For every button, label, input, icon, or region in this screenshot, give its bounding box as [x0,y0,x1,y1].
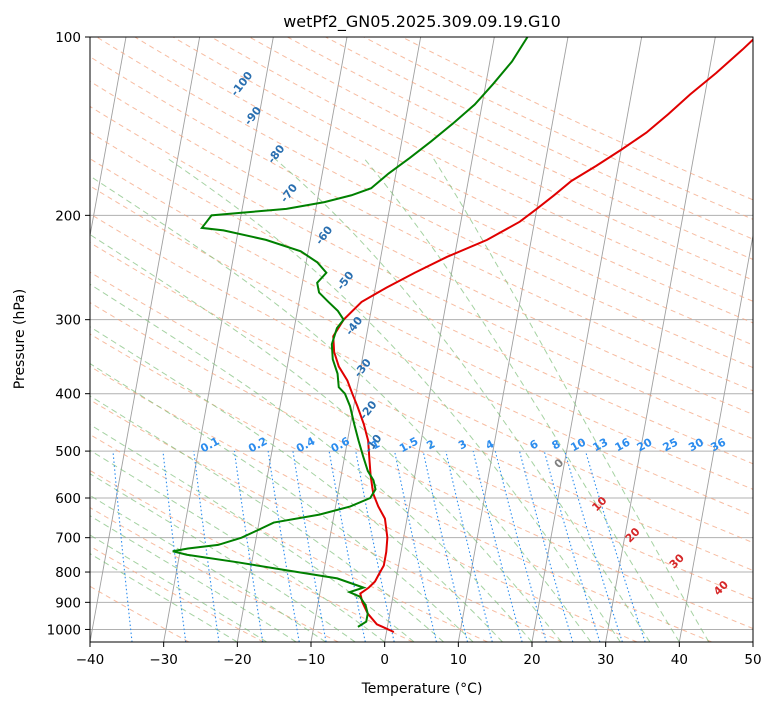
dry-adiabat-line [90,399,563,642]
dry-adiabat-line [90,365,638,642]
isotherm-line [384,37,495,642]
mixing-ratio-label: 13 [591,436,611,455]
dry-adiabat-line [90,242,753,571]
isotherm-line [678,233,753,642]
moist-adiabat-line [90,326,503,642]
isotherm-line [310,37,422,642]
x-tick-label: −30 [149,652,178,668]
y-tick-label: 400 [55,387,81,403]
y-tick-label: 900 [55,595,81,611]
mixing-ratio-line [564,450,623,642]
sounding-lines [172,37,753,633]
y-tick-label: 200 [55,208,81,224]
mixing-ratio-line [519,450,574,642]
dry-adiabat-line [172,37,753,324]
mixing-ratio-line [233,451,264,642]
mixing-ratio-line [355,450,395,642]
x-tick-label: 10 [450,652,467,668]
dry-adiabat-line [90,56,753,392]
y-axis-label: Pressure (hPa) [12,289,28,389]
moist-adiabat-line [90,234,562,642]
moist-adiabat-line [90,175,592,642]
y-tick-label: 600 [55,491,81,507]
x-tick-label: 0 [380,652,389,668]
mixing-ratio-line [112,451,133,642]
x-axis-label: Temperature (°C) [361,681,483,697]
moist-adiabat-line [90,494,327,642]
y-tick-label: 1000 [47,622,81,638]
plot-frame [89,36,754,643]
mixing-ratio-line [584,450,646,642]
isotherm-line [163,37,274,642]
mixing-ratio-label: 10 [568,435,588,454]
x-tick-label: 20 [523,652,540,668]
y-tick-label: 300 [55,313,81,329]
moist-adiabat-line [273,157,651,642]
isotherm-line [605,37,716,642]
dewpoint-line [172,37,529,628]
guide-lines [90,37,753,642]
mixing-ratio-line [394,450,437,642]
mixing-ratio-label: 30 [686,435,706,454]
moist-adiabat-line [90,395,444,642]
dry-adiabat-line [90,506,339,642]
isotherm-line [236,37,348,642]
mixing-ratio-line [543,450,601,642]
moist-adiabat-line [90,534,268,642]
dry-adiabat-line [90,213,753,544]
x-tick-label: 40 [671,652,688,668]
x-tick-label: −10 [297,652,326,668]
mixing-ratio-line [193,451,220,642]
mixing-ratio-line [494,450,547,642]
dry-adiabat-line [134,37,753,346]
moist-adiabat-line [363,157,680,642]
mixing-ratio-line [162,451,187,642]
dry-adiabat-line [90,158,753,490]
dry-adiabat-line [90,433,488,642]
y-tick-label: 800 [55,565,81,581]
mixing-ratio-label: 25 [661,436,681,455]
temperature-line [332,38,753,633]
isotherm-line [90,37,201,642]
moist-adiabat-line [166,157,621,642]
y-axis: 100 200 300 400 500 600 700 800 900 1000 [47,30,90,638]
x-tick-label: −20 [223,652,252,668]
mixing-ratio-label: 36 [708,435,728,454]
moist-adiabat-line [90,473,356,642]
isotherm-line [752,639,753,642]
y-tick-label: 500 [55,444,81,460]
isotherm-line [90,37,127,239]
x-tick-label: 30 [597,652,614,668]
mixing-ratio-line [472,450,523,642]
moist-adiabat-line [90,363,474,642]
dry-adiabat-line [90,105,753,440]
y-tick-label: 100 [55,30,81,46]
x-axis: −40 −30 −20 −10 0 10 20 30 40 50 [76,642,762,668]
mixing-ratio-label: 20 [635,435,655,454]
mixing-ratio-line [422,450,469,642]
moist-adiabat-line [90,283,533,642]
moist-adiabat-line [90,515,297,642]
dry-adiabat-line [90,302,753,630]
x-tick-label: 50 [744,652,761,668]
mixing-ratio-line [445,450,493,642]
moist-adiabat-line [432,157,710,642]
dry-adiabat-line [90,271,753,600]
x-tick-label: −40 [76,652,105,668]
mixing-ratio-label: 16 [613,435,633,454]
y-tick-label: 700 [55,531,81,547]
chart-title: wetPf2_GN05.2025.309.09.19.G10 [283,12,561,32]
